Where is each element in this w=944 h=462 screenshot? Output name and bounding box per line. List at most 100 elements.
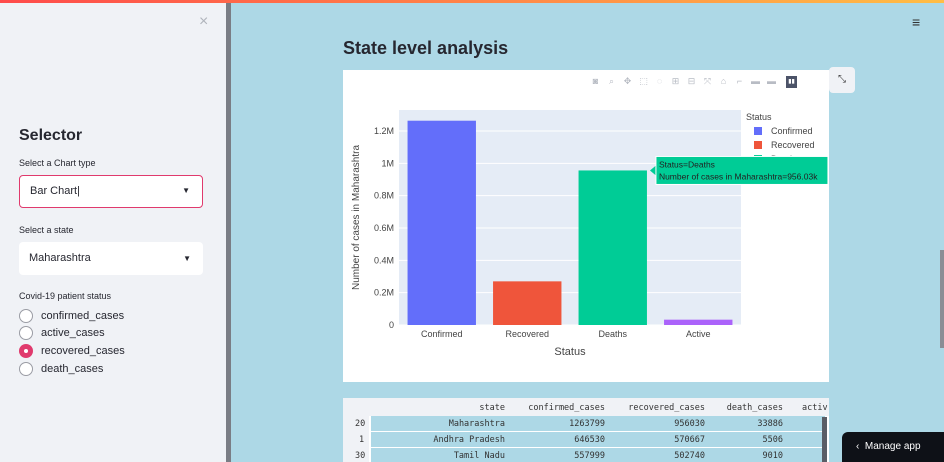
table-row-bg [371, 416, 825, 431]
sidebar-resize-handle[interactable] [226, 3, 231, 462]
legend-entry: Recovered [771, 140, 815, 150]
cell-deaths: 33886 [757, 419, 783, 429]
status-label: Covid-19 patient status [19, 291, 112, 301]
radio-active-cases[interactable]: active_cases [19, 325, 105, 341]
radio-label: active_cases [41, 327, 105, 339]
cell-deaths: 9010 [762, 451, 783, 461]
chart-type-select[interactable]: Bar Chart| ▼ [19, 175, 203, 208]
y-tick-label: 0.2M [374, 288, 394, 298]
cell-state: Maharashtra [448, 419, 505, 429]
zoom-in-icon[interactable]: ⊞ [671, 76, 680, 86]
cell-recovered: 502740 [674, 451, 705, 461]
column-header-state[interactable]: state [479, 403, 505, 413]
lasso-select-icon[interactable]: ◌ [656, 76, 663, 86]
radio-button-icon[interactable] [19, 326, 33, 340]
manage-app-label: Manage app [864, 441, 921, 452]
cell-confirmed: 646530 [574, 435, 605, 445]
close-sidebar-icon[interactable]: × [199, 13, 209, 30]
radio-button-icon[interactable] [19, 309, 33, 323]
tooltip-line-1: Status=Deaths [659, 159, 715, 169]
radio-death-cases[interactable]: death_cases [19, 361, 103, 377]
x-tick-label: Recovered [505, 329, 549, 339]
zoom-icon[interactable]: ⌕ [608, 76, 615, 86]
y-tick-label: 1.2M [374, 126, 394, 136]
plotly-logo-icon[interactable]: ▮▮ [786, 76, 797, 88]
radio-confirmed-cases[interactable]: confirmed_cases [19, 308, 124, 324]
box-select-icon[interactable]: ⬚ [639, 76, 648, 86]
page-scrollbar[interactable] [940, 250, 944, 348]
x-tick-label: Deaths [598, 329, 627, 339]
y-tick-label: 0.8M [374, 191, 394, 201]
table-row-bg [371, 432, 825, 447]
zoom-out-icon[interactable]: ⊟ [687, 76, 696, 86]
radio-button-selected-icon[interactable] [19, 344, 33, 358]
row-index: 20 [355, 419, 366, 429]
legend-swatch [754, 141, 762, 149]
page-title: State level analysis [343, 38, 509, 58]
column-header-deaths[interactable]: death_cases [726, 403, 783, 413]
table-row-bg [371, 448, 825, 462]
x-tick-label: Confirmed [421, 329, 463, 339]
y-tick-label: 1M [381, 158, 394, 168]
cell-deaths: 5506 [762, 435, 783, 445]
row-index: 1 [359, 435, 365, 445]
bar-deaths [578, 170, 647, 325]
state-label: Select a state [19, 225, 74, 235]
y-tick-label: 0.4M [374, 255, 394, 265]
radio-button-icon[interactable] [19, 362, 33, 376]
legend-title: Status [746, 112, 772, 122]
column-header-confirmed[interactable]: confirmed_cases [528, 403, 605, 413]
tooltip-box [655, 155, 829, 185]
chart-type-value: Bar Chart [30, 185, 78, 197]
sidebar-title: Selector [19, 127, 83, 144]
state-value: Maharashtra [29, 252, 91, 264]
hover-compare-icon[interactable]: ▬ [767, 76, 776, 86]
bar-chart: 0 0.2M 0.4M 0.6M 0.8M 1M 1.2M Confirmed Recovere… [351, 110, 829, 358]
tooltip-pointer [649, 165, 656, 176]
cell-confirmed: 1263799 [569, 419, 605, 429]
cell-state: Tamil Nadu [453, 451, 505, 461]
table-header [343, 398, 829, 416]
radio-recovered-cases[interactable]: recovered_cases [19, 343, 125, 359]
chevron-down-icon: ▼ [182, 186, 190, 195]
camera-icon[interactable]: ◙ [592, 76, 599, 86]
y-axis-title: Number of cases in Maharashtra [351, 145, 362, 291]
chart-container: ◙ ⌕ ✥ ⬚ ◌ ⊞ ⊟ ⤧ ⌂ ⌐ ▬ ▬ ▮▮ 0 0.2M 0.4M 0.6M… [343, 70, 829, 382]
x-tick-label: Active [686, 329, 711, 339]
radio-label: death_cases [41, 363, 104, 375]
cell-state: Andhra Pradesh [433, 435, 505, 445]
legend-swatch [754, 127, 762, 135]
pan-icon[interactable]: ✥ [623, 76, 632, 86]
chart-type-label: Select a Chart type [19, 158, 96, 168]
data-table: state confirmed_cases recovered_cases de… [343, 398, 829, 462]
column-header-active[interactable]: activ [802, 403, 828, 413]
y-tick-label: 0 [389, 320, 394, 330]
row-index: 30 [355, 451, 366, 461]
chevron-left-icon: ‹ [856, 441, 860, 452]
cell-recovered: 570667 [674, 435, 705, 445]
top-decoration-bar [0, 0, 944, 3]
hover-closest-icon[interactable]: ▬ [751, 76, 760, 86]
x-axis-title: Status [554, 346, 586, 358]
hamburger-menu-icon[interactable]: ≡ [912, 14, 921, 30]
table-scrollbar[interactable] [822, 417, 827, 462]
radio-label: confirmed_cases [41, 310, 125, 322]
chevron-down-icon: ▼ [183, 254, 191, 263]
column-header-recovered[interactable]: recovered_cases [628, 403, 705, 413]
manage-app-button[interactable]: ‹ Manage app [842, 432, 944, 462]
sidebar: × Selector Select a Chart type Bar Chart… [0, 3, 226, 462]
radio-label: recovered_cases [41, 345, 125, 357]
cell-confirmed: 557999 [574, 451, 605, 461]
cell-recovered: 956030 [674, 419, 705, 429]
y-tick-label: 0.6M [374, 223, 394, 233]
state-select[interactable]: Maharashtra ▼ [19, 242, 203, 275]
legend-entry: Confirmed [771, 126, 813, 136]
bar-confirmed [407, 120, 476, 325]
autoscale-icon[interactable]: ⤧ [703, 76, 712, 86]
bar-active [664, 319, 733, 325]
tooltip-line-2: Number of cases in Maharashtra=956.03k [659, 171, 818, 181]
home-icon[interactable]: ⌂ [720, 76, 727, 86]
fullscreen-icon[interactable]: ⤡ [829, 67, 855, 93]
bar-recovered [493, 281, 562, 325]
spike-lines-icon[interactable]: ⌐ [736, 76, 743, 86]
